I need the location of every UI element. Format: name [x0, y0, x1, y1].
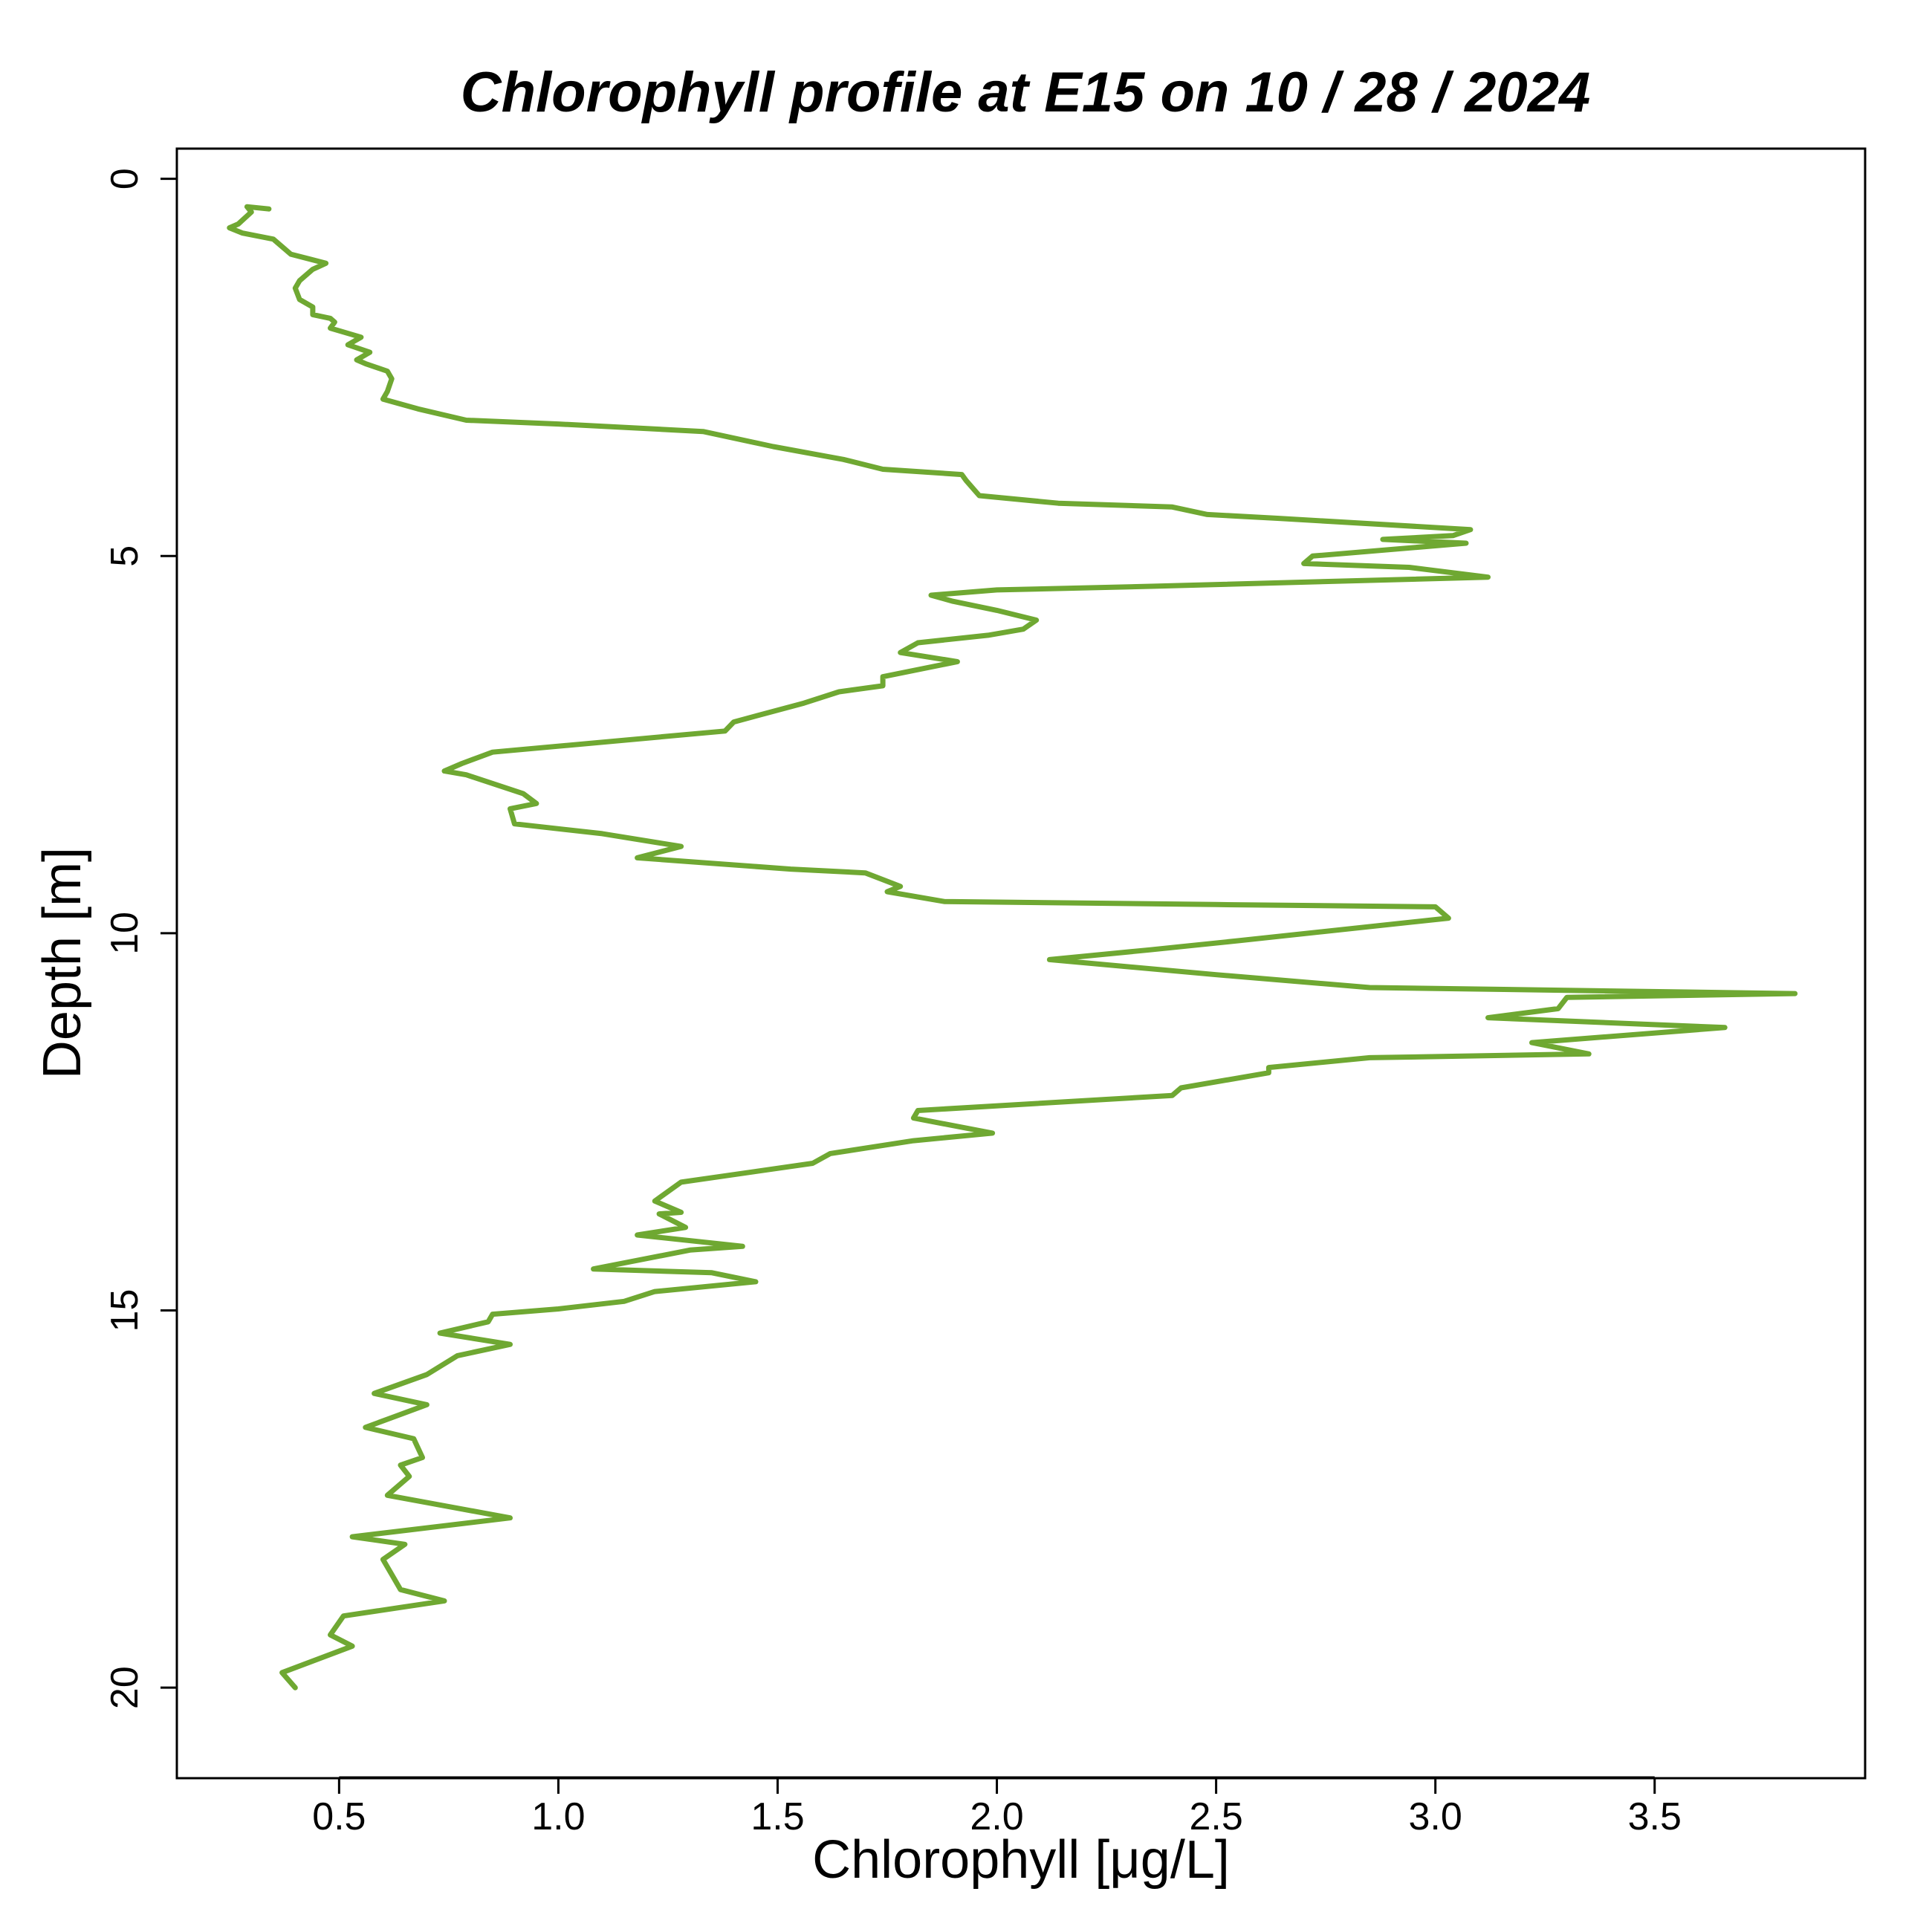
x-tick-label: 2.0: [970, 1795, 1023, 1838]
x-tick-label: 2.5: [1189, 1795, 1242, 1838]
y-tick-label: 5: [103, 545, 146, 567]
series-line: [227, 204, 1798, 1690]
y-tick-label: 10: [103, 912, 146, 955]
y-tick-label: 15: [103, 1289, 146, 1332]
x-axis: 0.5 1.0 1.5 2.0 2.5 3.0 3.5: [312, 1776, 1682, 1838]
x-tick-label: 0.5: [312, 1795, 366, 1838]
x-axis-title: Chlorophyll [μg/L]: [812, 1830, 1230, 1890]
x-tick-label: 1.5: [751, 1795, 804, 1838]
y-tick-label: 20: [103, 1666, 146, 1709]
x-tick-label: 3.0: [1409, 1795, 1462, 1838]
y-tick-label: 0: [103, 168, 146, 189]
plot-area: [227, 204, 1798, 1690]
x-tick-label: 1.0: [531, 1795, 585, 1838]
y-axis: 0 5 10 15 20: [103, 168, 178, 1709]
chart-title: Chlorophyll profile at E15 on 10 / 28 / …: [461, 61, 1590, 124]
x-tick-label: 3.5: [1628, 1795, 1682, 1838]
y-axis-title: Depth [m]: [33, 847, 92, 1079]
